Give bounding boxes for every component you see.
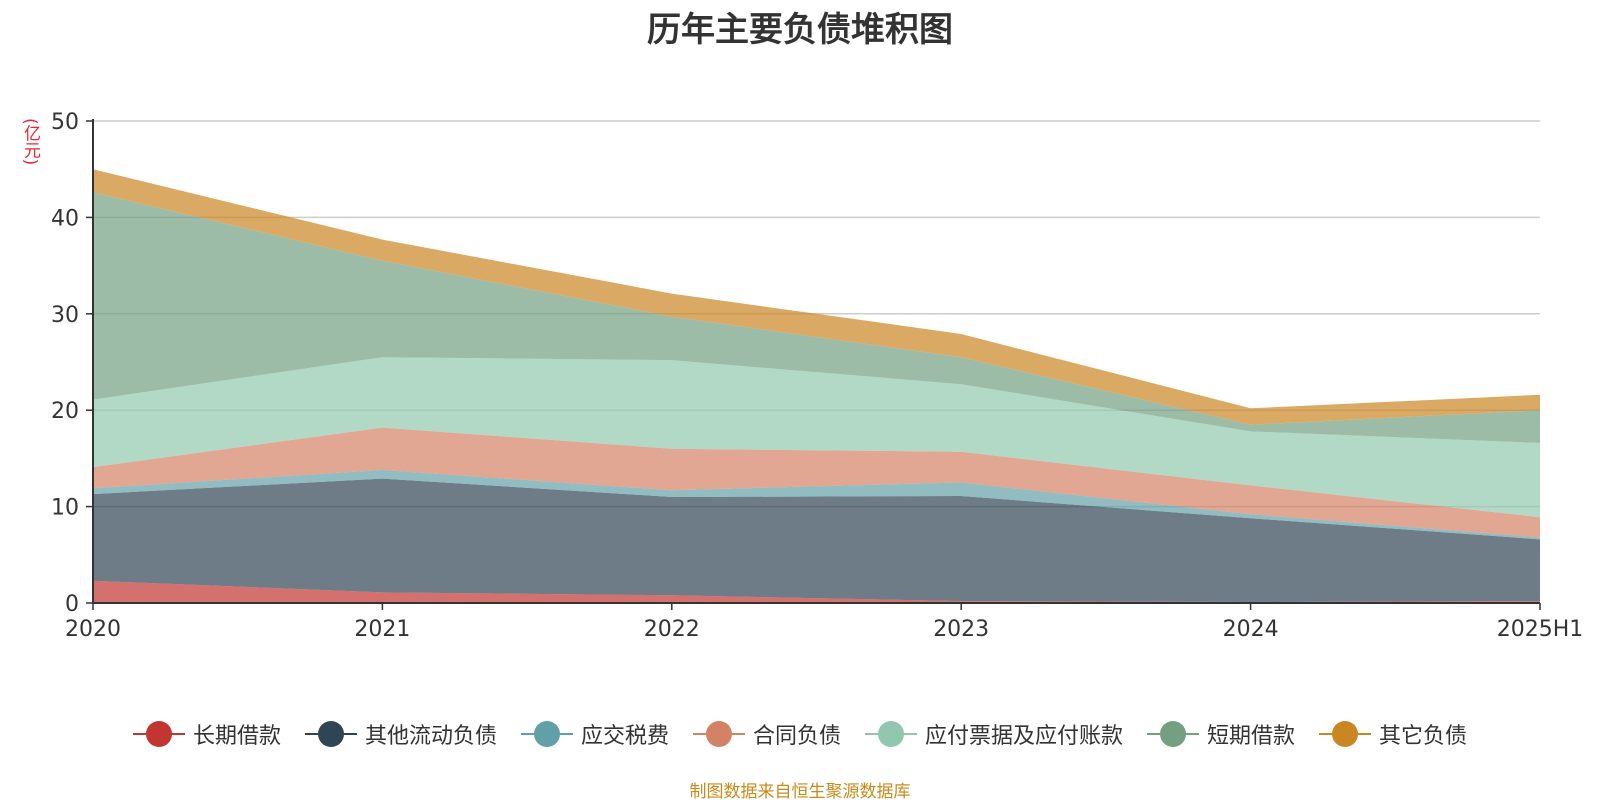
area-series-合同负债[interactable]: [93, 427, 1540, 538]
legend-label: 长期借款: [192, 724, 281, 749]
legend-marker-icon: [520, 721, 573, 747]
y-tick-label: 10: [51, 496, 79, 521]
x-tick-label: 2023: [933, 617, 989, 642]
legend-marker-icon: [692, 721, 745, 747]
legend-label: 应交税费: [580, 724, 669, 749]
legend-label: 合同负债: [752, 724, 841, 749]
x-tick-label: 2021: [354, 617, 410, 642]
x-tick-label: 2020: [65, 617, 121, 642]
y-tick-label: 30: [51, 303, 79, 328]
source-note: 制图数据来自恒生聚源数据库: [689, 782, 911, 802]
x-tick-label: 2025H1: [1497, 617, 1584, 642]
chart-title: 历年主要负债堆积图: [647, 10, 953, 50]
legend-label: 其它负债: [1379, 724, 1468, 749]
y-tick-label: 50: [51, 110, 79, 135]
x-tick-label: 2022: [644, 617, 700, 642]
legend-label: 应付票据及应付账款: [925, 724, 1124, 749]
legend-marker-icon: [865, 721, 917, 747]
legend-marker-icon: [1147, 721, 1200, 747]
area-series-应付票据及应付账款[interactable]: [93, 357, 1540, 518]
y-axis-unit-label: (亿元): [20, 118, 40, 166]
area-series-长期借款[interactable]: [93, 580, 1540, 603]
legend-item[interactable]: 应付票据及应付账款: [865, 718, 1123, 750]
stacked-area-chart: 0 10 20 30 40 50 2020 2021 2022 2023 2024 2025H1: [51, 110, 1583, 642]
y-tick-label: 20: [51, 399, 79, 424]
legend-item[interactable]: 其他流动负债: [304, 718, 497, 750]
y-tick-label: 0: [65, 592, 79, 617]
legend-item[interactable]: 合同负债: [692, 718, 841, 750]
legend: 长期借款 其他流动负债 应交税费 合同负债 应付票据及应付账款 短期借款 其它负债: [0, 718, 1600, 750]
area-series-其他流动负债[interactable]: [93, 478, 1540, 602]
area-series-短期借款[interactable]: [93, 192, 1540, 443]
y-tick-label: 40: [51, 206, 79, 231]
legend-item[interactable]: 其它负债: [1319, 718, 1467, 750]
axes: 0 10 20 30 40 50 2020 2021 2022 2023 2024 2025H1: [51, 110, 1583, 642]
legend-item[interactable]: 短期借款: [1147, 718, 1295, 750]
legend-label: 短期借款: [1207, 724, 1296, 749]
legend-marker-icon: [304, 721, 357, 747]
legend-label: 其他流动负债: [364, 724, 497, 749]
legend-item[interactable]: 应交税费: [520, 718, 669, 750]
area-series: [93, 169, 1540, 603]
legend-marker-icon: [132, 721, 185, 747]
legend-item[interactable]: 长期借款: [132, 718, 281, 750]
legend-marker-icon: [1319, 721, 1372, 747]
x-tick-label: 2024: [1223, 617, 1279, 642]
